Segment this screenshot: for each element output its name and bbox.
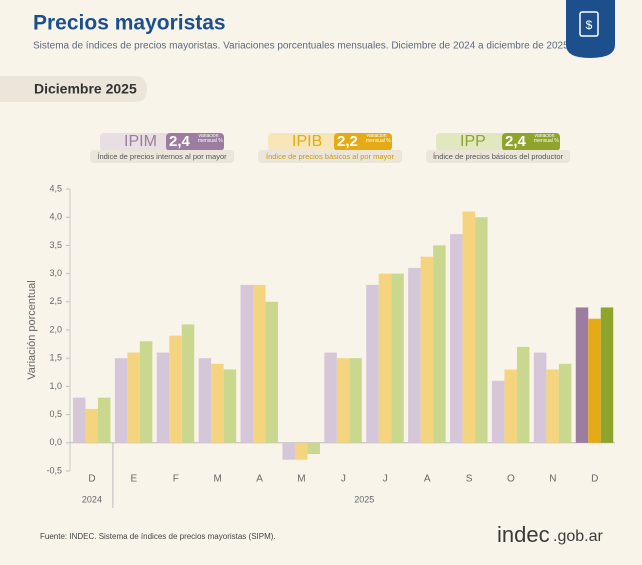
y-tick-label: 0,0 <box>49 437 62 447</box>
bar <box>294 442 308 460</box>
icon-symbol: $ <box>586 18 593 32</box>
x-tick-label: A <box>256 474 263 485</box>
bar <box>181 324 195 443</box>
y-tick-label: 1,0 <box>49 381 62 391</box>
x-tick-label: A <box>424 474 431 485</box>
legend-description-box <box>258 150 402 163</box>
bar <box>114 358 128 443</box>
bar <box>378 273 392 443</box>
bar <box>156 352 170 443</box>
x-group-label: 2024 <box>82 494 102 504</box>
bar <box>282 442 295 460</box>
legend-name: IPIB <box>292 133 322 150</box>
bar <box>588 318 601 443</box>
legend-description-box <box>426 150 570 163</box>
legend-note: Variación mensual % <box>198 134 223 144</box>
bar <box>211 363 224 443</box>
y-tick-label: 4,5 <box>49 183 62 193</box>
bar <box>72 397 86 443</box>
bar <box>198 358 212 443</box>
bar <box>450 234 463 443</box>
bar <box>420 256 434 443</box>
title: Precios mayoristas <box>33 12 226 35</box>
bar <box>85 408 98 443</box>
logo-badge <box>566 0 615 58</box>
source: Fuente: INDEC. Sistema de índices de pre… <box>40 532 276 541</box>
x-tick-label: F <box>173 474 179 485</box>
y-axis-label: Variación porcentual <box>26 280 38 379</box>
x-tick-label: D <box>88 474 95 485</box>
y-tick-label: 3,5 <box>49 240 62 250</box>
x-tick-label: E <box>131 474 138 485</box>
bar <box>575 307 589 443</box>
bar <box>349 358 362 443</box>
x-tick-label: J <box>341 474 346 485</box>
legend-value-box <box>166 133 224 151</box>
y-tick-label: 3,0 <box>49 268 62 278</box>
icon <box>579 11 599 37</box>
bar <box>504 369 517 443</box>
legend-description: Índice de precios básicos al por mayor <box>266 152 394 161</box>
legend-value: 2,4 <box>169 133 191 150</box>
legend-value: 2,2 <box>337 133 358 150</box>
bar <box>475 217 488 443</box>
bar <box>462 211 476 443</box>
logo-main: indec <box>497 522 550 547</box>
subtitle: Sistema de índices de precios mayoristas… <box>33 41 569 52</box>
bar <box>491 380 505 443</box>
bar <box>139 341 153 443</box>
bar <box>307 442 320 455</box>
y-tick-label: 0,5 <box>49 409 62 419</box>
bar <box>240 284 254 443</box>
legend-description: Índice de precios básicos del productor <box>433 152 564 161</box>
legend-value-box <box>502 133 560 151</box>
y-tick-label: -0,5 <box>46 465 62 475</box>
x-tick-label: D <box>591 474 598 485</box>
bar <box>324 352 337 443</box>
bar <box>433 245 446 443</box>
logo-suffix: .gob.ar <box>553 528 603 545</box>
bar <box>169 335 182 443</box>
y-tick-label: 1,5 <box>49 353 62 363</box>
y-tick-label: 2,5 <box>49 296 62 306</box>
x-tick-label: N <box>549 474 556 485</box>
x-tick-label: J <box>383 474 388 485</box>
bar <box>516 346 530 443</box>
legend-value: 2,4 <box>505 133 527 150</box>
bar <box>600 307 614 443</box>
legend-note: Variación mensual % <box>366 134 391 144</box>
tab-label: Diciembre 2025 <box>34 81 137 97</box>
bar <box>546 369 559 443</box>
bar <box>265 301 279 443</box>
legend-description-box <box>90 150 234 163</box>
bar <box>366 284 379 443</box>
legend-note-box: Variación mensual % <box>366 134 391 144</box>
legend-value-box <box>334 133 392 151</box>
bar <box>533 352 547 443</box>
legend-note-box: Variación mensual % <box>198 134 223 144</box>
bar <box>97 397 111 443</box>
x-tick-label: O <box>507 474 515 485</box>
x-tick-label: M <box>297 474 305 485</box>
bar <box>558 363 572 443</box>
bar <box>391 273 404 443</box>
legend-description: Índice de precios internos al por mayor <box>97 152 227 161</box>
tab <box>0 76 147 102</box>
bar <box>127 352 140 443</box>
y-tick-label: 2,0 <box>49 324 62 334</box>
legend-name: IPP <box>460 133 486 150</box>
legend-note-box: Variación mensual % <box>534 134 559 144</box>
x-tick-label: M <box>213 474 221 485</box>
bar <box>223 369 237 443</box>
legend-note: Variación mensual % <box>534 134 559 144</box>
legend-name: IPIM <box>124 133 157 150</box>
bar <box>336 358 350 443</box>
bar <box>253 284 266 443</box>
bar <box>408 267 421 443</box>
y-tick-label: 4,0 <box>49 212 62 222</box>
x-tick-label: S <box>466 474 473 485</box>
x-group-label: 2025 <box>354 494 374 504</box>
